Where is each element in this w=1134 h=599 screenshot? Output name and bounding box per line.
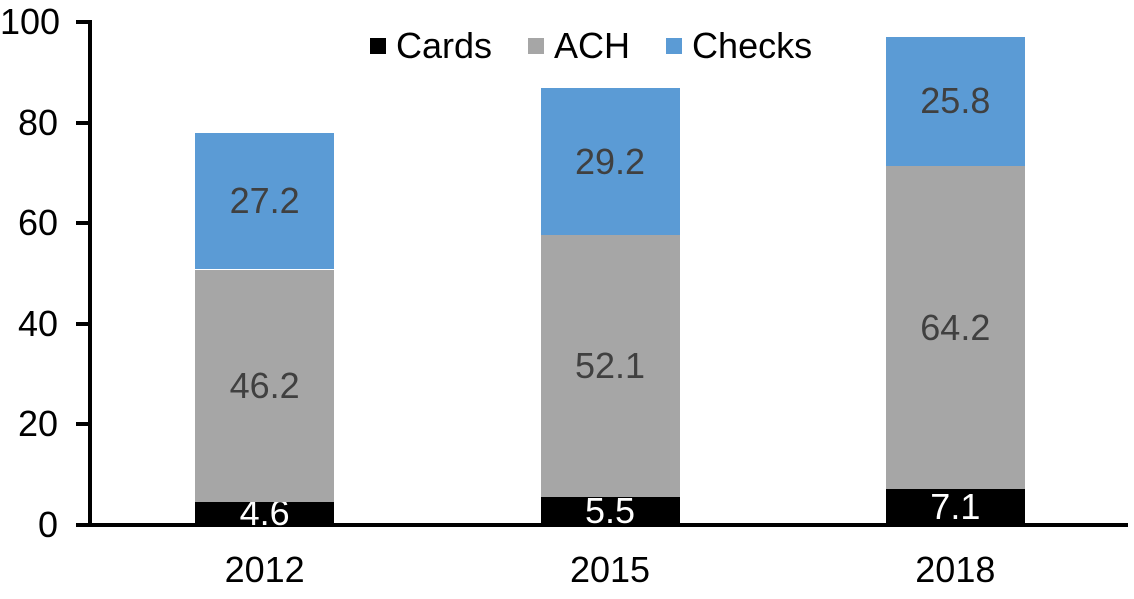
bar-segment-ach-2012: 46.2	[195, 269, 335, 502]
y-axis-tick-label: 80	[17, 101, 58, 143]
legend-swatch-ach-icon	[528, 38, 545, 54]
bar-segment-value-label: 52.1	[574, 345, 646, 387]
x-axis-line	[76, 523, 1128, 527]
y-axis-tick-label: 0	[37, 504, 58, 545]
bar-segment-checks-2018: 25.8	[885, 36, 1025, 167]
bar-segment-cards-2015: 5.5	[540, 493, 680, 529]
chart-legend: Cards ACH Checks	[370, 26, 812, 66]
legend-swatch-cards-icon	[370, 38, 386, 54]
legend-swatch-checks-icon	[666, 38, 683, 54]
legend-item-cards: Cards	[370, 28, 492, 64]
y-axis-tick-label: 20	[17, 403, 58, 445]
x-axis-category-label: 2018	[915, 549, 996, 590]
y-axis-tick	[76, 20, 90, 24]
bar-segment-value-label: 5.5	[584, 490, 636, 532]
legend-item-ach: ACH	[528, 28, 630, 64]
legend-label: Cards	[396, 25, 493, 66]
bar-segment-ach-2015: 52.1	[540, 235, 680, 498]
y-axis-tick	[76, 422, 90, 427]
y-axis-tick-label: 60	[17, 202, 58, 244]
x-axis-category-label: 2015	[569, 549, 651, 590]
bar-segment-value-label: 25.8	[920, 80, 991, 122]
bar-segment-cards-2012: 4.6	[195, 495, 335, 531]
x-axis-category-label: 2012	[224, 549, 305, 590]
bar-segment-value-label: 64.2	[920, 306, 991, 348]
bar-segment-value-label: 46.2	[229, 364, 300, 406]
y-axis-tick	[76, 120, 90, 125]
bar-segment-value-label: 7.1	[930, 486, 981, 528]
y-axis-tick-label: 100	[0, 1, 61, 42]
bar-segment-checks-2012: 27.2	[195, 132, 335, 270]
bar-segment-value-label: 29.2	[574, 140, 646, 182]
y-axis-tick-label: 40	[17, 302, 58, 344]
legend-label: ACH	[554, 25, 631, 66]
legend-item-checks: Checks	[666, 28, 812, 64]
bar-segment-checks-2015: 29.2	[540, 88, 680, 236]
bar-segment-ach-2018: 64.2	[885, 166, 1025, 490]
y-axis-tick	[76, 221, 90, 226]
bar-segment-cards-2018: 7.1	[885, 486, 1025, 528]
bar-segment-value-label: 27.2	[229, 180, 300, 222]
legend-label: Checks	[692, 25, 813, 66]
y-axis-tick	[76, 321, 90, 326]
y-axis-line	[88, 20, 92, 527]
